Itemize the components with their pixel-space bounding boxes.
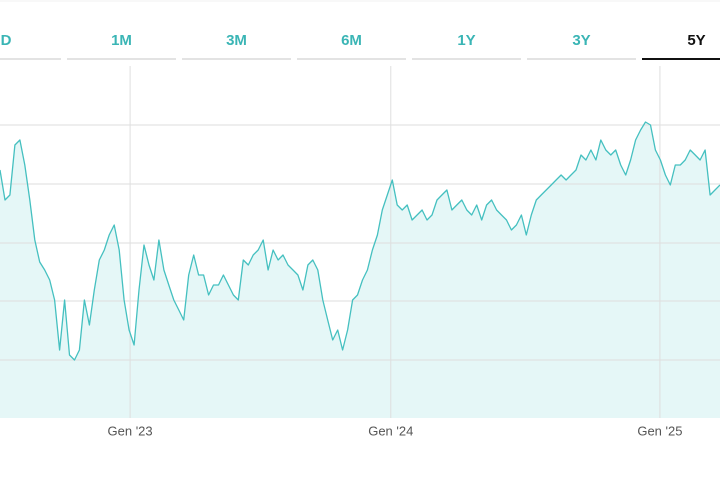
tab-label[interactable]: 3Y	[572, 32, 590, 49]
tab-label[interactable]: 6M	[341, 32, 362, 49]
tab-label[interactable]: 3M	[226, 32, 247, 49]
area-fill	[0, 122, 720, 418]
tab-label[interactable]: 1Y	[457, 32, 475, 49]
x-tick-label: Gen '23	[108, 423, 153, 438]
x-tick-label: Gen '24	[368, 423, 413, 438]
x-tick-label: Gen '25	[637, 423, 682, 438]
tab-label[interactable]: D	[1, 32, 12, 49]
tab-label[interactable]: 5Y	[687, 32, 705, 49]
price-line	[0, 121, 720, 361]
tab-label[interactable]: 1M	[111, 32, 132, 49]
